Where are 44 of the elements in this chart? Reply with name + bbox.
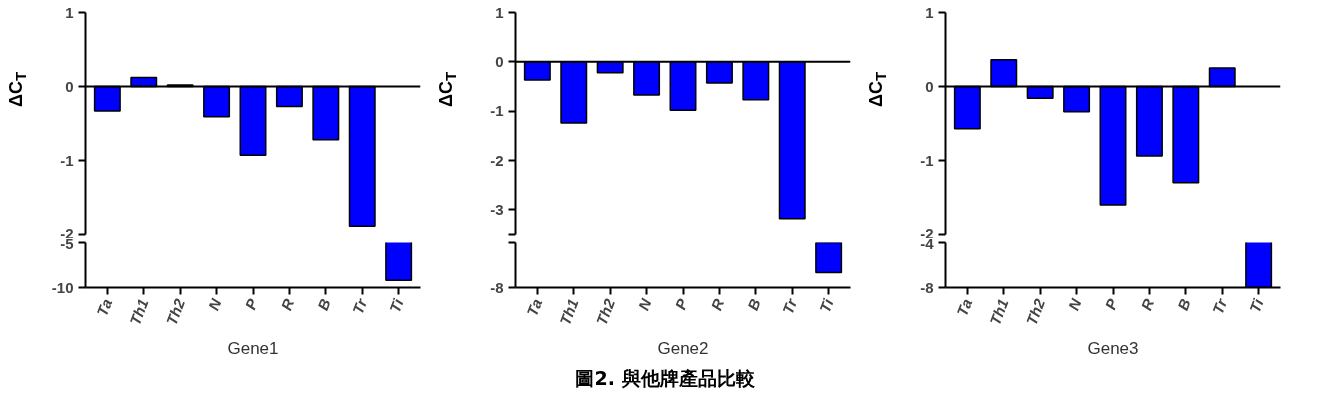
y-tick-label: -10 [51, 278, 74, 296]
x-tick-label: Tr [348, 295, 371, 317]
y-tick-label: 1 [925, 3, 934, 21]
x-tick-label: B [313, 296, 334, 313]
x-tick-label: Th2 [1022, 295, 1049, 328]
x-axis-title: Gene3 [1087, 338, 1139, 358]
x-tick-label: N [634, 295, 655, 313]
x-tick-label: B [1173, 296, 1194, 313]
x-tick-label: Tr [1208, 295, 1231, 317]
x-tick-label: Ti [816, 295, 837, 315]
x-tick-label: B [743, 296, 764, 313]
x-axis-title: Gene1 [227, 338, 279, 358]
y-tick-label: 1 [495, 3, 504, 21]
caption: 圖2. 與他牌產品比較 [575, 366, 755, 391]
x-tick-label: Ti [386, 295, 407, 315]
y-tick-label: -8 [920, 278, 934, 296]
y-tick-label: 1 [65, 3, 74, 21]
x-tick-label: P [1101, 295, 1122, 312]
x-tick-label: P [241, 295, 262, 312]
x-tick-label: Th2 [162, 295, 189, 328]
y-tick-label: -1 [490, 102, 504, 120]
y-tick-label: -1 [920, 151, 934, 169]
y-tick-label: 0 [65, 77, 74, 95]
x-tick-label: N [204, 295, 225, 313]
x-tick-label: Ti [1246, 295, 1267, 315]
x-tick-label: Th2 [592, 295, 619, 328]
x-tick-label: R [277, 296, 298, 313]
y-tick-label: -3 [490, 200, 504, 218]
x-tick-label: Th1 [556, 296, 582, 328]
x-tick-label: Th1 [986, 296, 1012, 328]
x-tick-label: R [707, 296, 728, 313]
x-tick-label: Th1 [126, 296, 152, 328]
x-tick-label: Ta [953, 296, 976, 319]
x-tick-label: N [1064, 295, 1085, 313]
y-tick-label: 0 [495, 52, 504, 70]
y-tick-label: -2 [490, 151, 504, 169]
y-tick-label: -1 [60, 151, 74, 169]
x-tick-label: R [1137, 296, 1158, 313]
x-axis-title: Gene2 [657, 338, 709, 358]
x-tick-label: Tr [778, 295, 801, 317]
x-tick-label: P [671, 295, 692, 312]
y-tick-label: 0 [925, 77, 934, 95]
x-tick-label: Ta [93, 296, 116, 319]
x-tick-label: Ta [523, 296, 546, 319]
